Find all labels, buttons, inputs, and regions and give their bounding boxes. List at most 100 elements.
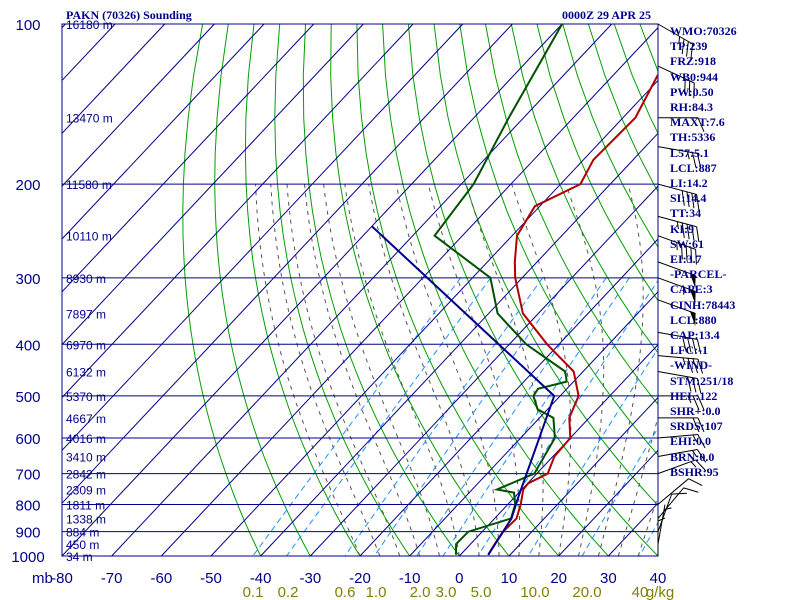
isotherm bbox=[61, 23, 513, 504]
index-item: KI:9 bbox=[670, 221, 694, 236]
index-item: LCL:880 bbox=[670, 312, 717, 327]
isotherm bbox=[309, 185, 659, 557]
index-item: PW:0.50 bbox=[670, 84, 714, 99]
isotherm bbox=[111, 23, 613, 557]
barb-flag bbox=[683, 487, 699, 493]
height-label: 11580 m bbox=[66, 178, 112, 192]
mixing-ratio-label: 20.0 bbox=[572, 584, 601, 600]
dry-adiabat bbox=[274, 24, 411, 556]
mixing-ratio-label: g/kg bbox=[646, 584, 674, 600]
mixing-ratio-line bbox=[581, 426, 658, 556]
wind-barb bbox=[657, 261, 696, 289]
index-item: MAXT:7.6 bbox=[670, 115, 725, 130]
moist-adiabat bbox=[286, 184, 401, 556]
dry-adiabat bbox=[382, 24, 609, 556]
index-item: SI:14.4 bbox=[670, 191, 707, 206]
mixing-ratio-line bbox=[286, 277, 492, 556]
dry-adiabat bbox=[562, 24, 658, 248]
barb-shaft bbox=[657, 493, 673, 532]
index-item: SHR+:0.0 bbox=[670, 404, 721, 419]
dry-adiabat bbox=[743, 24, 800, 556]
mixing-ratio-line bbox=[252, 277, 462, 556]
barb-flag bbox=[691, 377, 697, 393]
dry-adiabat bbox=[433, 24, 658, 507]
isotherm bbox=[508, 397, 659, 557]
pressure-label: 400 bbox=[15, 337, 40, 354]
pressure-label: 100 bbox=[15, 17, 40, 34]
height-label: 2842 m bbox=[66, 468, 106, 482]
barb-flag bbox=[695, 459, 707, 472]
barb-shaft bbox=[657, 277, 696, 292]
dewpoint-line bbox=[433, 24, 568, 555]
dry-adiabat bbox=[794, 24, 800, 556]
height-label: 1811 m bbox=[66, 498, 105, 512]
barb-flag bbox=[688, 478, 703, 487]
barb-half-flag bbox=[690, 461, 697, 468]
index-item: -PARCEL- bbox=[670, 267, 727, 282]
indices-list: WMO:70326 TP:239 FRZ:918 WB0:944 PW:0.50 RH:8… bbox=[670, 24, 737, 480]
index-item: -WIND- bbox=[670, 358, 712, 373]
barb-flag bbox=[680, 244, 683, 260]
height-label: 884 m bbox=[66, 526, 99, 540]
mixing-ratio-line bbox=[373, 277, 570, 556]
plot-frame bbox=[61, 23, 659, 557]
wind-barb bbox=[657, 459, 707, 475]
barb-flag bbox=[681, 190, 685, 206]
index-item: HEL:122 bbox=[670, 388, 718, 403]
barb-flag bbox=[691, 338, 697, 354]
mixing-ratio-label: 40 bbox=[632, 584, 649, 600]
index-item: WMO:70326 bbox=[670, 24, 737, 38]
dry-adiabat bbox=[214, 24, 311, 556]
barb-flag bbox=[692, 358, 699, 374]
barb-flag bbox=[696, 449, 707, 463]
barb-shaft bbox=[657, 504, 666, 545]
barb-pennant bbox=[689, 273, 696, 289]
barb-flag bbox=[681, 222, 685, 239]
barb-pennant bbox=[689, 289, 696, 305]
isotherm bbox=[61, 23, 265, 240]
wind-barbs bbox=[657, 23, 707, 556]
barb-flag bbox=[684, 78, 686, 95]
temp-tick-label: 40 bbox=[650, 570, 667, 587]
dry-adiabat bbox=[244, 24, 361, 556]
temp-tick-label: -60 bbox=[150, 570, 172, 587]
height-label: 6970 m bbox=[66, 338, 106, 352]
height-label: 16180 m bbox=[66, 18, 113, 32]
temp-tick-label: 0 bbox=[455, 570, 463, 587]
height-label: 5370 m bbox=[66, 390, 106, 404]
barb-flag bbox=[692, 395, 700, 411]
isotherm bbox=[61, 23, 215, 187]
barb-half-flag bbox=[676, 221, 679, 230]
pressure-label: 800 bbox=[15, 497, 40, 514]
mixing-ratio-label: 5.0 bbox=[471, 584, 492, 600]
mixing-ratio-label: 1.0 bbox=[366, 584, 387, 600]
index-item: LCL:887 bbox=[670, 160, 717, 175]
isotherm bbox=[210, 80, 659, 557]
barb-shaft bbox=[657, 261, 696, 277]
mixing-ratio-label: 0.1 bbox=[243, 584, 264, 600]
barb-flag bbox=[688, 80, 691, 97]
isotherm bbox=[409, 291, 659, 557]
height-label: 10110 m bbox=[66, 230, 112, 244]
wind-barb bbox=[657, 434, 706, 449]
temp-tick-label: -70 bbox=[101, 570, 123, 587]
barb-flag bbox=[697, 358, 704, 374]
barb-shaft bbox=[657, 23, 693, 45]
barb-flag bbox=[696, 339, 702, 355]
wind-barb bbox=[657, 371, 702, 394]
barb-shaft bbox=[657, 331, 698, 340]
barb-shaft bbox=[657, 449, 698, 457]
height-label: 4667 m bbox=[66, 412, 106, 426]
barb-flag bbox=[690, 247, 693, 263]
pressure-label: 700 bbox=[15, 467, 40, 484]
barb-flag bbox=[691, 193, 695, 209]
temp-tick-label: -80 bbox=[51, 570, 73, 587]
barb-shaft bbox=[657, 215, 697, 228]
height-label: 3410 m bbox=[66, 450, 106, 464]
temp-tick-label: -40 bbox=[250, 570, 272, 587]
dry-adiabat bbox=[302, 24, 460, 556]
index-item: CINH:78443 bbox=[670, 297, 736, 312]
mixing-ratio-line bbox=[527, 347, 658, 556]
index-item: SW:61 bbox=[670, 236, 705, 251]
